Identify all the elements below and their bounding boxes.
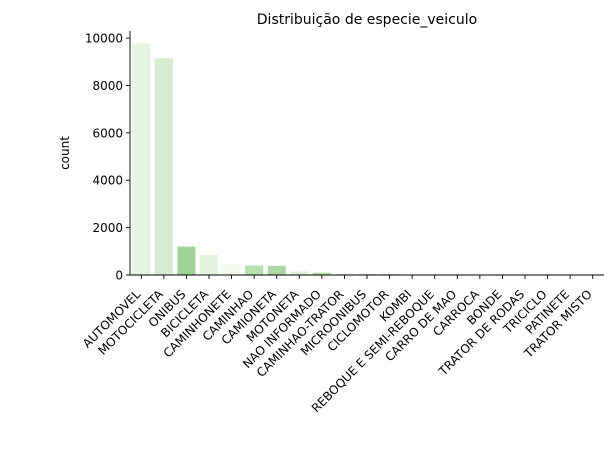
y-tick-label: 0 (115, 269, 123, 283)
bar-caminhao-trator (335, 273, 354, 275)
bar-motocicleta (154, 58, 173, 275)
bar-microonibus (357, 273, 377, 275)
y-axis: 0 2000 4000 6000 8000 10000 (85, 32, 130, 283)
bar-automovel (132, 43, 151, 275)
y-tick-label: 4000 (92, 174, 123, 188)
bar-motoneta (290, 271, 309, 275)
y-tick-label: 2000 (92, 221, 123, 235)
bar-bicicleta (199, 254, 219, 275)
y-tick-label: 6000 (92, 126, 123, 140)
y-axis-label: count (58, 136, 72, 170)
y-tick-label: 10000 (85, 32, 123, 46)
y-tick-label: 8000 (92, 79, 123, 93)
bar-camioneta (267, 265, 286, 275)
bar-onibus (177, 246, 196, 275)
x-axis: AUTOMOVELMOTOCICLETAONIBUSBICICLETACAMIN… (80, 275, 595, 415)
bar-ciclomotor (380, 274, 399, 275)
bar-caminhonete (222, 264, 241, 275)
chart-title: Distribuição de especie_veiculo (257, 12, 477, 28)
axes-frame (129, 31, 604, 276)
bar-nao-informado (312, 272, 331, 275)
bars-group (132, 43, 602, 275)
bar-caminhao (245, 265, 264, 275)
